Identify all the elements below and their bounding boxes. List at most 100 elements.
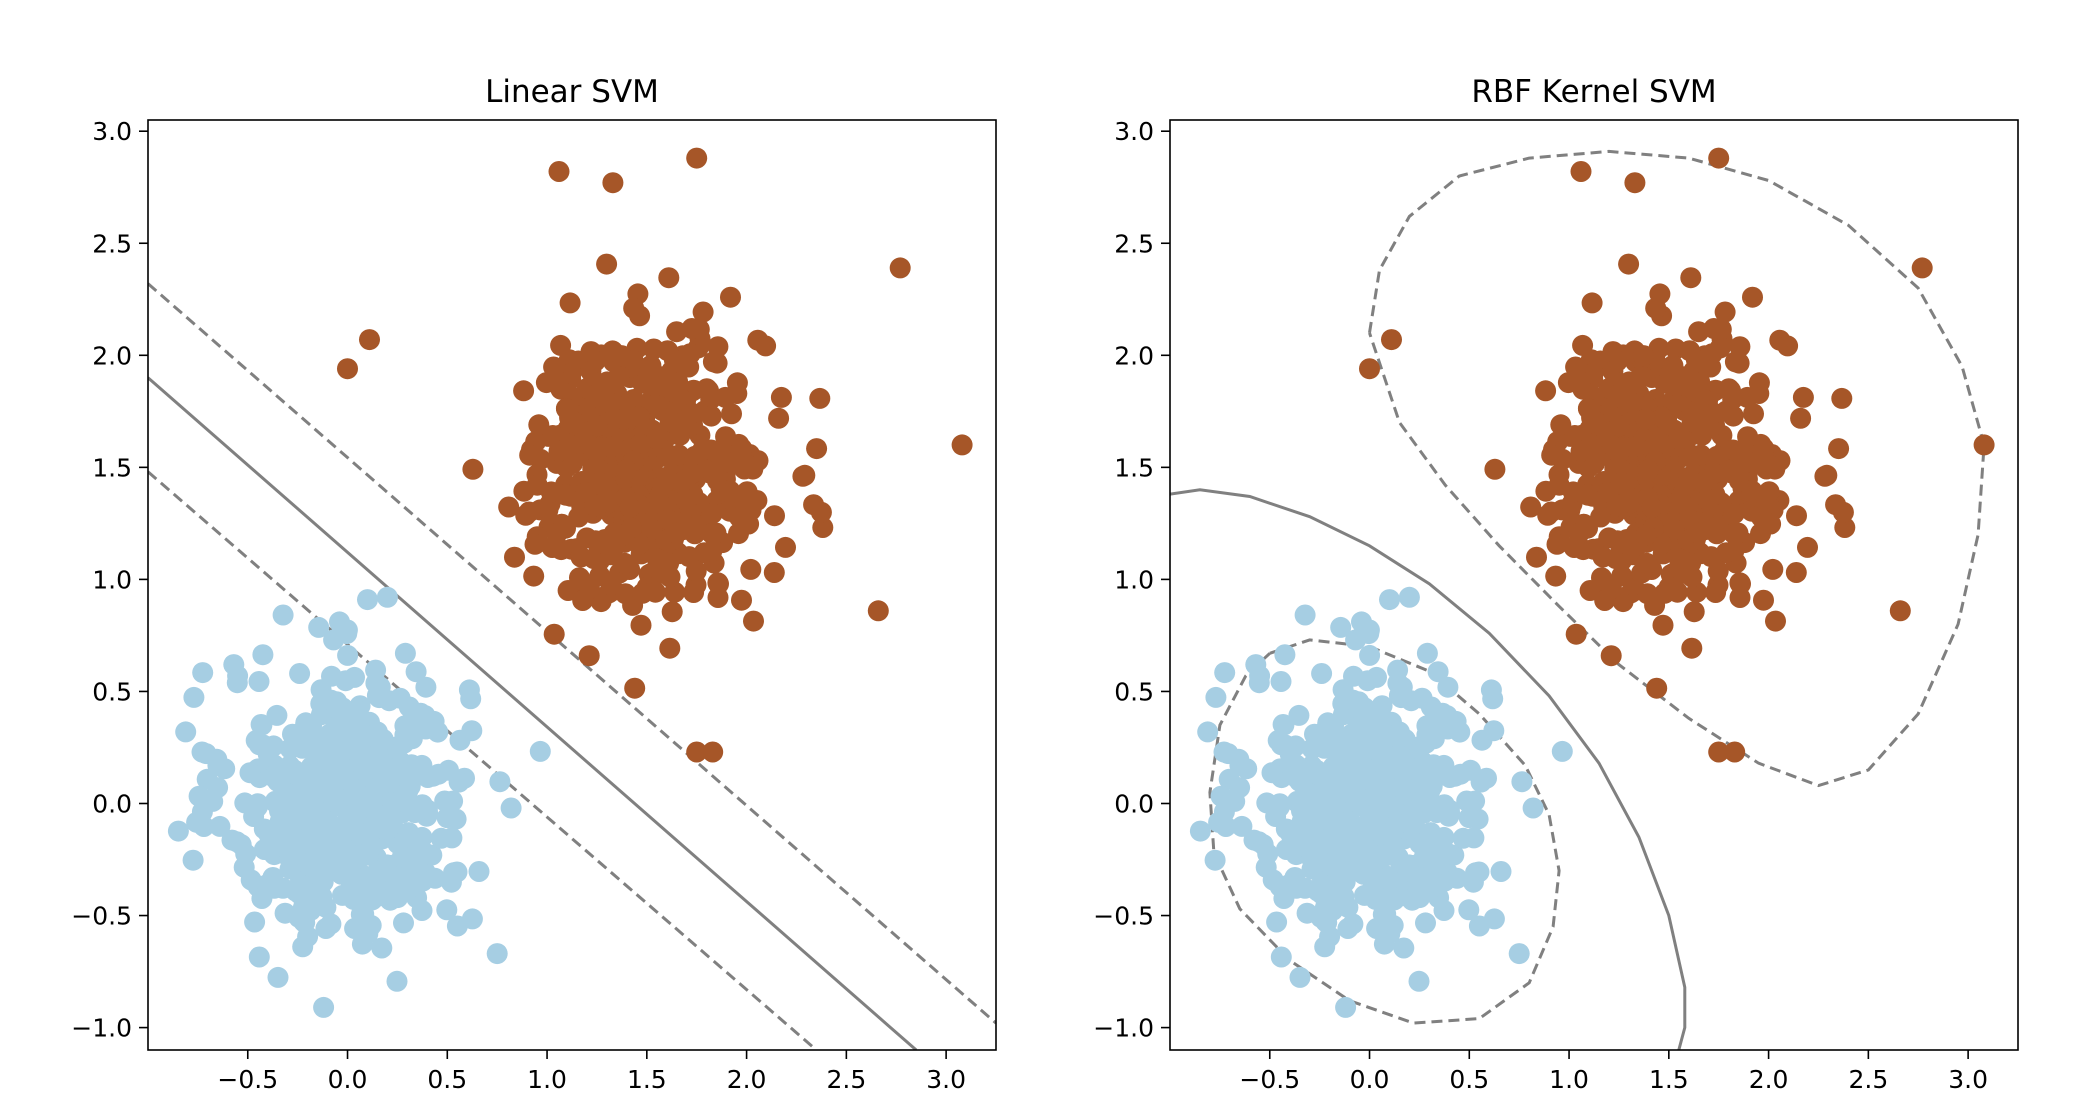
scatter-point <box>468 861 490 882</box>
scatter-point <box>1305 879 1327 901</box>
scatter-point <box>1470 771 1492 793</box>
scatter-point <box>743 610 764 632</box>
x-tick-label: 1.5 <box>1649 1065 1689 1094</box>
scatter-point <box>1630 366 1652 388</box>
scatter-point <box>1679 340 1701 362</box>
linear-svm-panel: Linear SVM −0.5 0.0 0.5 1.0 1.5 2.0 2.5 3.0 −1.… <box>71 74 997 1094</box>
scatter-point <box>1275 818 1297 840</box>
scatter-point <box>1520 496 1542 518</box>
scatter-point <box>586 415 608 437</box>
scatter-point <box>1696 469 1717 491</box>
scatter-point <box>1594 590 1616 611</box>
scatter-point <box>572 590 594 611</box>
scatter-point <box>1742 286 1763 308</box>
scatter-point <box>192 662 214 684</box>
y-tick-label: −1.0 <box>1093 1014 1154 1043</box>
scatter-point <box>614 552 636 574</box>
scatter-point <box>486 943 508 965</box>
scatter-point <box>1546 533 1568 555</box>
scatter-point <box>641 519 663 540</box>
linear-svm-scatter-points <box>167 147 973 1018</box>
scatter-point <box>715 426 737 448</box>
scatter-point <box>253 818 275 840</box>
scatter-point <box>764 505 785 527</box>
y-tick-label: −1.0 <box>71 1014 132 1043</box>
scatter-point <box>1270 946 1292 968</box>
scatter-point <box>548 161 570 182</box>
scatter-point <box>1581 292 1603 314</box>
scatter-point <box>721 403 742 425</box>
scatter-point <box>1714 301 1736 323</box>
scatter-point <box>1205 686 1227 708</box>
scatter-point <box>1383 835 1405 857</box>
scatter-point <box>1911 257 1933 279</box>
scatter-point <box>1729 572 1751 594</box>
scatter-point <box>1683 601 1705 623</box>
scatter-point <box>630 614 652 636</box>
x-tick-label: 1.5 <box>627 1065 667 1094</box>
scatter-point <box>1372 904 1394 925</box>
decision-boundary-line <box>1170 488 1687 1050</box>
scatter-point <box>410 702 432 724</box>
margin-line <box>148 470 818 1050</box>
scatter-point <box>1611 472 1632 494</box>
scatter-point <box>583 439 605 461</box>
scatter-point <box>1342 689 1364 711</box>
scatter-point <box>252 644 274 666</box>
scatter-point <box>365 727 387 749</box>
scatter-point <box>1701 343 1723 365</box>
scatter-point <box>546 522 568 544</box>
scatter-point <box>357 869 378 891</box>
scatter-point <box>770 386 792 408</box>
scatter-point <box>183 686 205 708</box>
scatter-point <box>1682 370 1704 392</box>
scatter-point <box>1537 504 1559 526</box>
scatter-point <box>1592 546 1614 568</box>
scatter-point <box>613 524 635 546</box>
scatter-point <box>628 533 650 555</box>
scatter-point <box>504 546 525 568</box>
linear-svm-y-axis: −1.0 −0.5 0.0 0.5 1.0 1.5 2.0 2.5 3.0 <box>71 117 148 1043</box>
scatter-point <box>1545 565 1567 587</box>
scatter-point <box>339 805 361 826</box>
scatter-point <box>350 904 372 925</box>
scatter-point <box>1570 161 1592 182</box>
scatter-point <box>1379 589 1400 611</box>
x-tick-label: −0.5 <box>1239 1065 1300 1094</box>
scatter-point <box>1357 670 1379 692</box>
scatter-point <box>1307 836 1329 858</box>
scatter-point <box>1311 663 1333 684</box>
scatter-point <box>1360 701 1382 723</box>
scatter-point <box>655 470 677 492</box>
scatter-point <box>1511 771 1533 793</box>
scatter-point <box>681 318 703 339</box>
linear-svm-title: Linear SVM <box>485 74 659 110</box>
scatter-point <box>301 855 323 877</box>
scatter-point <box>214 758 236 780</box>
scatter-point <box>1620 391 1642 413</box>
scatter-point <box>364 813 386 835</box>
scatter-point <box>1245 654 1267 676</box>
scatter-point <box>550 539 572 561</box>
scatter-point <box>272 604 294 626</box>
scatter-point <box>394 724 416 746</box>
scatter-point <box>602 172 624 194</box>
scatter-point <box>1723 523 1745 545</box>
scatter-point <box>1508 943 1530 965</box>
scatter-point <box>1797 536 1818 558</box>
rbf-svm-plot-frame <box>1169 119 2019 1051</box>
scatter-point <box>335 670 357 692</box>
scatter-point <box>337 644 359 666</box>
scatter-point <box>1387 727 1409 749</box>
scatter-point <box>398 822 420 844</box>
scatter-point <box>376 586 398 608</box>
scatter-point <box>1650 533 1672 555</box>
scatter-point <box>257 743 279 765</box>
scatter-point <box>1666 391 1688 413</box>
scatter-point <box>1416 642 1438 664</box>
scatter-point <box>1217 743 1239 765</box>
scatter-point <box>489 771 511 793</box>
scatter-point <box>415 676 437 698</box>
scatter-point <box>1645 297 1667 319</box>
x-tick-label: −0.5 <box>217 1065 278 1094</box>
